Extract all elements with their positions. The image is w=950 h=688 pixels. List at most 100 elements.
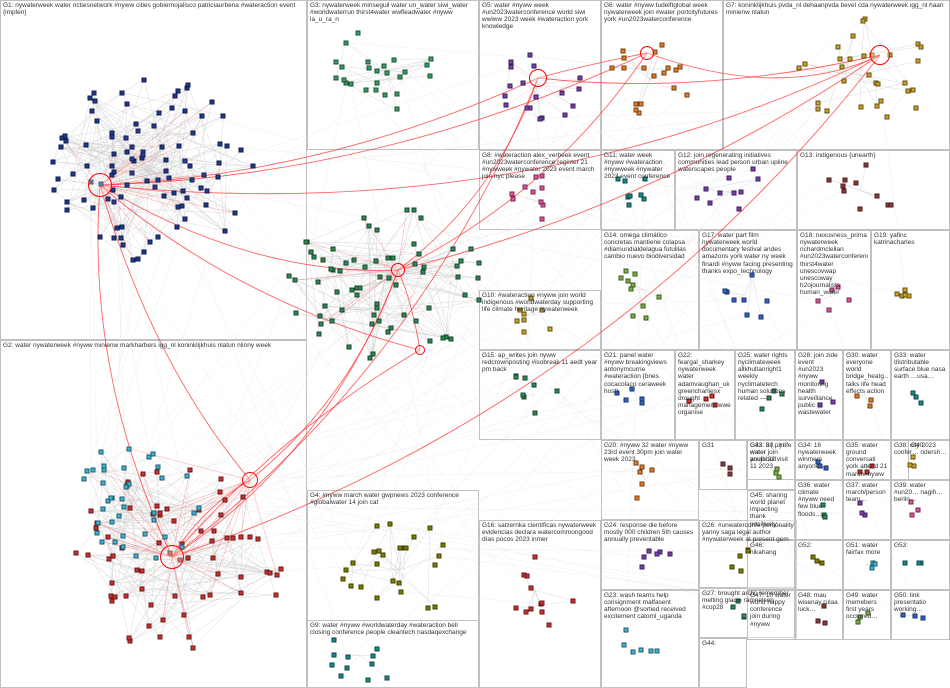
network-node [426,305,431,310]
network-node [172,593,177,598]
network-node [632,272,637,277]
network-node [667,551,672,556]
network-node [371,654,376,659]
panel-label: G14: omega climático concretas mantiene … [604,232,696,261]
panel-label: G28: join zide event #un2023 #nyww monit… [798,352,840,416]
network-node [367,355,372,360]
network-node [523,375,528,380]
network-node [869,565,874,570]
network-node [374,69,379,74]
network-node [247,534,252,539]
network-node [318,321,323,326]
network-node [525,105,530,110]
network-node [124,485,129,490]
network-node [344,260,349,265]
panel-label: G15: ap_writes join nyww redcrownposting… [482,352,598,373]
network-node [657,295,662,300]
network-node [118,195,123,200]
network-node [163,158,168,163]
network-node [654,648,659,653]
network-node [91,467,96,472]
network-node [827,308,832,313]
network-node [524,610,529,615]
panel-label: G30: water everyone world bridge_heatg… … [846,352,888,395]
network-node [459,258,464,263]
network-node [230,536,235,541]
network-node [186,635,191,640]
network-node [82,477,87,482]
network-node [376,549,381,554]
network-node [433,604,438,609]
network-node [120,90,125,95]
network-node [502,94,507,99]
network-node [182,109,187,114]
network-node [522,184,527,189]
network-node [509,64,514,69]
network-node [540,186,545,191]
network-node [109,599,114,604]
network-node [475,276,480,281]
network-node [153,555,158,560]
network-hub [529,69,547,87]
panel-label: G48: mau wisenay rulaa luck… [798,592,840,613]
network-node [140,568,145,573]
network-node [157,635,162,640]
network-node [851,34,856,39]
network-node [170,105,175,110]
network-node [390,579,395,584]
network-node [165,507,170,512]
network-node [739,568,744,573]
network-node [916,58,921,63]
network-node [859,104,864,109]
network-node [222,228,227,233]
network-node [571,599,576,604]
network-node [525,574,530,579]
network-node [342,77,347,82]
network-node [736,207,741,212]
network-node [198,186,203,191]
network-node [345,665,350,670]
network-node [902,560,907,565]
network-node [622,643,627,648]
network-node [172,93,177,98]
network-node [334,60,339,65]
network-node [650,467,655,472]
network-node [176,144,181,149]
network-node [250,164,255,169]
network-node [921,615,926,620]
network-node [854,180,859,185]
network-node [363,265,368,270]
network-node [71,171,76,176]
panel-label: G45: sharing world planet impacting than… [750,492,792,528]
network-node [448,336,453,341]
network-node [108,496,113,501]
network-node [640,482,645,487]
network-node [142,77,147,82]
network-node [166,175,171,180]
network-node [847,56,852,61]
network-node [176,88,181,93]
network-node [637,470,642,475]
network-node [634,102,639,107]
network-node [85,469,90,474]
network-node [182,159,187,164]
network-node [827,177,832,182]
network-node [875,81,880,86]
network-node [200,114,205,119]
panel-label: G25: water rights nyclimateweek allkhult… [738,352,792,402]
panel-label: G8: #wateraction alex_verbeek event #un2… [482,152,598,181]
network-node [655,551,660,556]
panel-label: G2: water nywaterweek #nyww minienw mark… [3,342,304,349]
network-node [199,529,204,534]
network-node [838,57,843,62]
network-node [204,203,209,208]
network-node [629,286,634,291]
network-node [210,99,215,104]
network-node [140,153,145,158]
network-node [136,257,141,262]
network-node [624,268,629,273]
network-node [393,282,398,287]
network-node [384,676,389,681]
network-node [864,162,869,167]
network-node [329,319,334,324]
